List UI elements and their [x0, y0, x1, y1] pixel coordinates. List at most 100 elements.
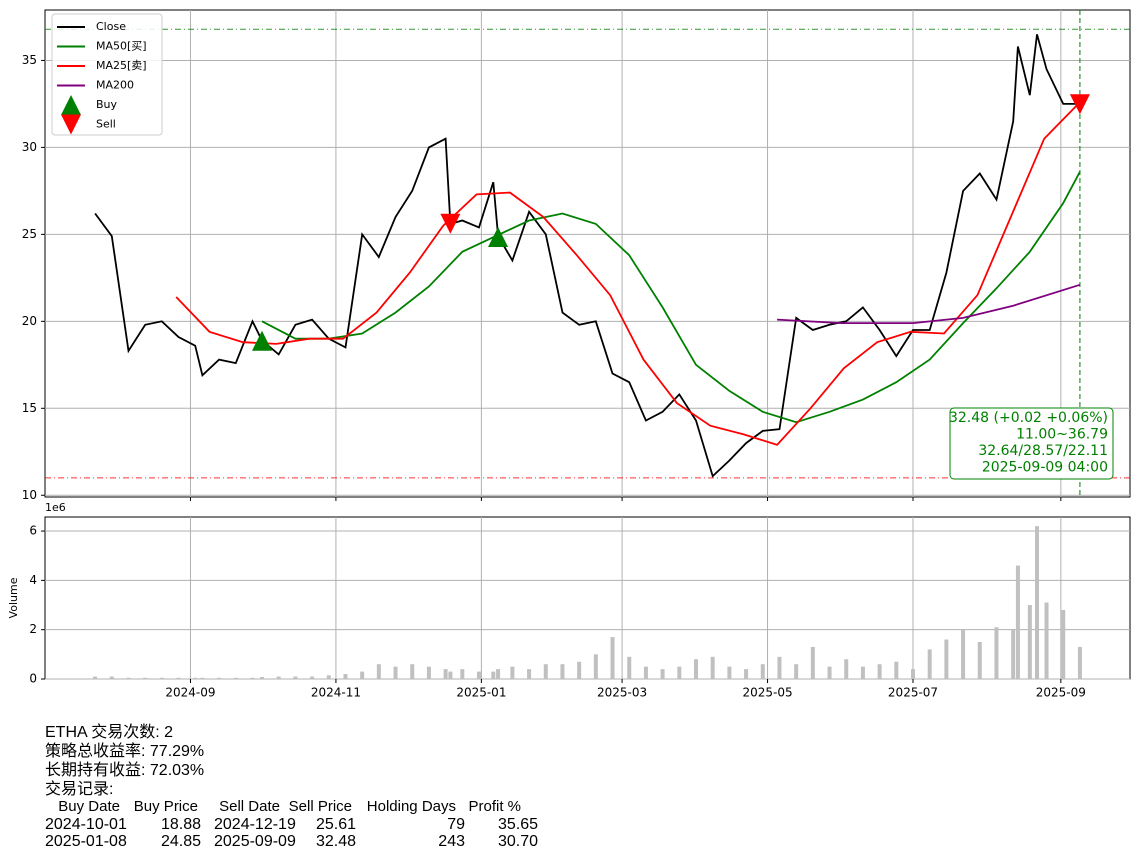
series-line	[175, 101, 1081, 446]
volume-bar	[217, 677, 222, 679]
table-header: Sell Date	[219, 798, 280, 815]
y-tick-label: 4	[29, 573, 37, 587]
volume-bar	[961, 629, 966, 679]
volume-bar	[877, 664, 882, 679]
volume-bar	[376, 664, 381, 679]
volume-bar	[496, 669, 501, 679]
table-cell: 30.70	[498, 833, 538, 850]
volume-bar	[93, 676, 98, 679]
legend: Close MA50[买] MA25[卖] MA200 Buy Sell	[51, 13, 163, 136]
volume-bar	[250, 677, 255, 679]
table-cell: 2024-10-01	[45, 816, 127, 833]
volume-bar	[543, 664, 548, 679]
volume-bar	[1015, 565, 1020, 679]
legend-box	[51, 13, 163, 136]
volume-bar	[460, 669, 465, 679]
legend-swatch	[61, 95, 81, 115]
x-tick-label: 2025-01	[456, 686, 506, 700]
volume-bar	[660, 669, 665, 679]
volume-bar	[994, 627, 999, 679]
buy-marker	[252, 330, 272, 351]
volume-bar	[527, 669, 532, 679]
table-cell: 243	[438, 833, 465, 850]
summary-line: 策略总收益率: 77.29%	[45, 742, 204, 760]
volume-bar	[977, 642, 982, 679]
table-header: Holding Days	[367, 798, 456, 815]
volume-bar	[744, 669, 749, 679]
volume-bar	[360, 671, 365, 679]
volume-bar	[1027, 605, 1032, 679]
y-tick-label: 10	[22, 488, 37, 502]
volume-bar	[477, 671, 481, 679]
volume-bar	[627, 656, 632, 679]
volume-bar	[1061, 609, 1066, 679]
y-axis-label: Volume	[7, 577, 20, 618]
x-tick-label: 2025-05	[742, 686, 792, 700]
volume-bar	[610, 637, 615, 679]
x-tick-label: 2024-09	[165, 686, 215, 700]
annotation-text: 32.48 (+0.02 +0.06%)	[949, 410, 1108, 426]
volume-frame	[44, 516, 1131, 680]
table-header: Sell Price	[289, 798, 352, 815]
table-cell: 18.88	[161, 816, 201, 833]
legend-label: MA25[卖]	[96, 59, 147, 72]
volume-bar	[343, 674, 348, 679]
y-tick-label: 35	[22, 53, 37, 67]
volume-bar	[276, 676, 281, 679]
volume-bar	[393, 666, 398, 679]
volume-bar	[677, 666, 682, 679]
y-tick-label: 15	[22, 401, 37, 415]
table-cell: 2025-01-08	[45, 833, 127, 850]
table-header: Buy Price	[134, 798, 198, 815]
price-frame	[44, 9, 1131, 498]
y-tick-label: 6	[29, 524, 37, 538]
volume-bar	[760, 664, 765, 679]
table-cell: 2024-12-19	[214, 816, 296, 833]
y-tick-label: 20	[22, 314, 37, 328]
legend-label: MA200	[96, 79, 134, 92]
table-cell: 25.61	[316, 816, 356, 833]
legend-label: Sell	[96, 118, 116, 131]
volume-bar	[710, 656, 715, 679]
offset-label: 1e6	[45, 501, 66, 514]
table-cell: 32.48	[316, 833, 356, 850]
y-tick-label: 25	[22, 227, 37, 241]
volume-bar	[233, 677, 238, 679]
legend-label: MA50[买]	[96, 40, 147, 53]
volume-bar	[293, 676, 298, 679]
x-tick-label: 2025-09	[1036, 686, 1086, 700]
series-line	[777, 283, 1081, 324]
volume-bar	[927, 649, 932, 679]
volume-bar	[894, 661, 899, 679]
volume-bar	[944, 639, 949, 679]
summary-line: 长期持有收益: 72.03%	[45, 761, 204, 779]
table-header: Buy Date	[58, 798, 120, 815]
sell-marker	[1069, 94, 1090, 115]
volume-bar	[143, 677, 148, 679]
volume-bar	[694, 659, 698, 679]
volume-bar	[193, 677, 198, 679]
volume-bar	[426, 666, 431, 679]
table-cell: 79	[447, 816, 465, 833]
volume-bar	[260, 677, 264, 679]
legend-swatch	[61, 114, 81, 135]
table-header: Profit %	[468, 798, 521, 815]
volume-bar	[1044, 602, 1049, 679]
legend-label: Buy	[96, 98, 118, 111]
volume-bar	[109, 676, 114, 679]
volume-bar	[176, 677, 181, 679]
volume-bar	[727, 666, 732, 679]
volume-bar	[1011, 629, 1016, 679]
series-line	[261, 171, 1081, 424]
volume-bar	[810, 646, 815, 679]
volume-bar	[126, 677, 131, 679]
volume-bar	[1077, 646, 1082, 679]
buy-marker	[488, 226, 509, 247]
table-cell: 24.85	[161, 833, 201, 850]
volume-bar	[593, 654, 598, 679]
volume-bar	[326, 675, 331, 679]
volume-bar	[448, 671, 453, 679]
volume-bar	[159, 677, 164, 679]
table-cell: 2025-09-09	[214, 833, 296, 850]
